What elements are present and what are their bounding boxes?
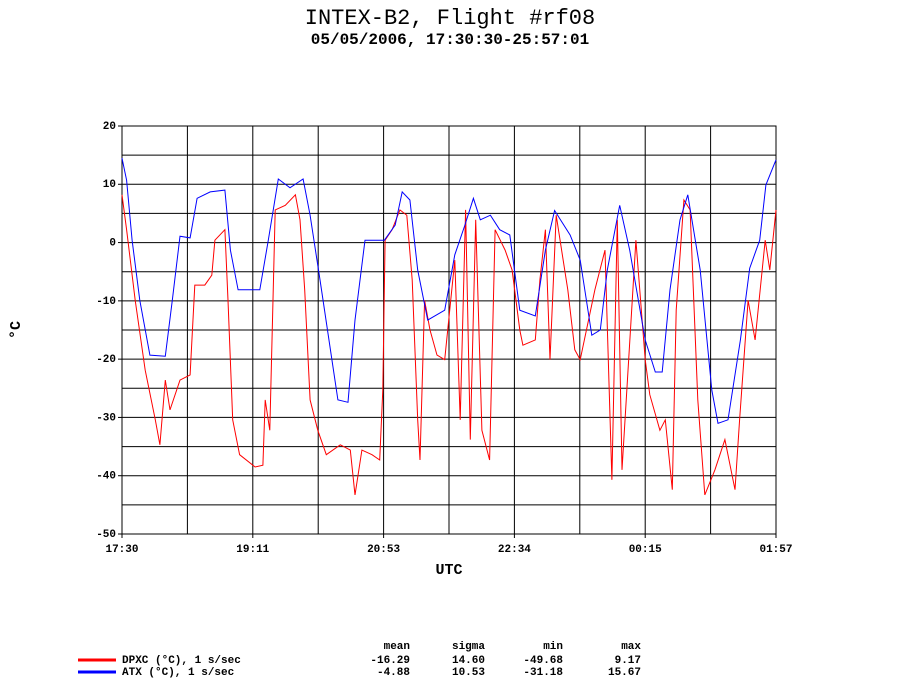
y-tick-label: -40 [96, 471, 116, 483]
stats-header: max [621, 641, 641, 653]
x-tick-label: 19:11 [236, 544, 269, 556]
y-tick-label: -20 [96, 354, 116, 366]
y-tick-label: 10 [103, 179, 116, 191]
chart-title: INTEX-B2, Flight #rf08 [305, 6, 595, 31]
x-tick-label: 22:34 [498, 544, 531, 556]
legend-label: DPXC (°C), 1 s/sec [122, 655, 241, 667]
stats-value: 10.53 [452, 667, 485, 679]
y-tick-label: 20 [103, 121, 116, 133]
stats-value: 14.60 [452, 655, 485, 667]
y-tick-label: -50 [96, 529, 116, 541]
x-tick-label: 17:30 [105, 544, 138, 556]
x-tick-label: 01:57 [759, 544, 792, 556]
stats-value: -4.88 [377, 667, 410, 679]
y-axis-label: °C [8, 321, 25, 339]
data-line [121, 193, 777, 496]
x-tick-label: 00:15 [629, 544, 662, 556]
x-axis-label: UTC [435, 562, 462, 579]
data-line [121, 157, 777, 424]
x-tick-label: 20:53 [367, 544, 400, 556]
y-tick-label: -30 [96, 412, 116, 424]
y-tick-label: 0 [109, 237, 116, 249]
stats-value: -16.29 [370, 655, 410, 667]
stats-header: mean [384, 641, 410, 653]
stats-header: min [543, 641, 563, 653]
stats-value: -31.18 [523, 667, 563, 679]
stats-header: sigma [452, 641, 485, 653]
y-tick-label: -10 [96, 296, 116, 308]
stats-value: 9.17 [615, 655, 641, 667]
chart-subtitle: 05/05/2006, 17:30:30-25:57:01 [311, 31, 589, 49]
legend-label: ATX (°C), 1 s/sec [122, 667, 234, 679]
stats-value: 15.67 [608, 667, 641, 679]
stats-value: -49.68 [523, 655, 563, 667]
